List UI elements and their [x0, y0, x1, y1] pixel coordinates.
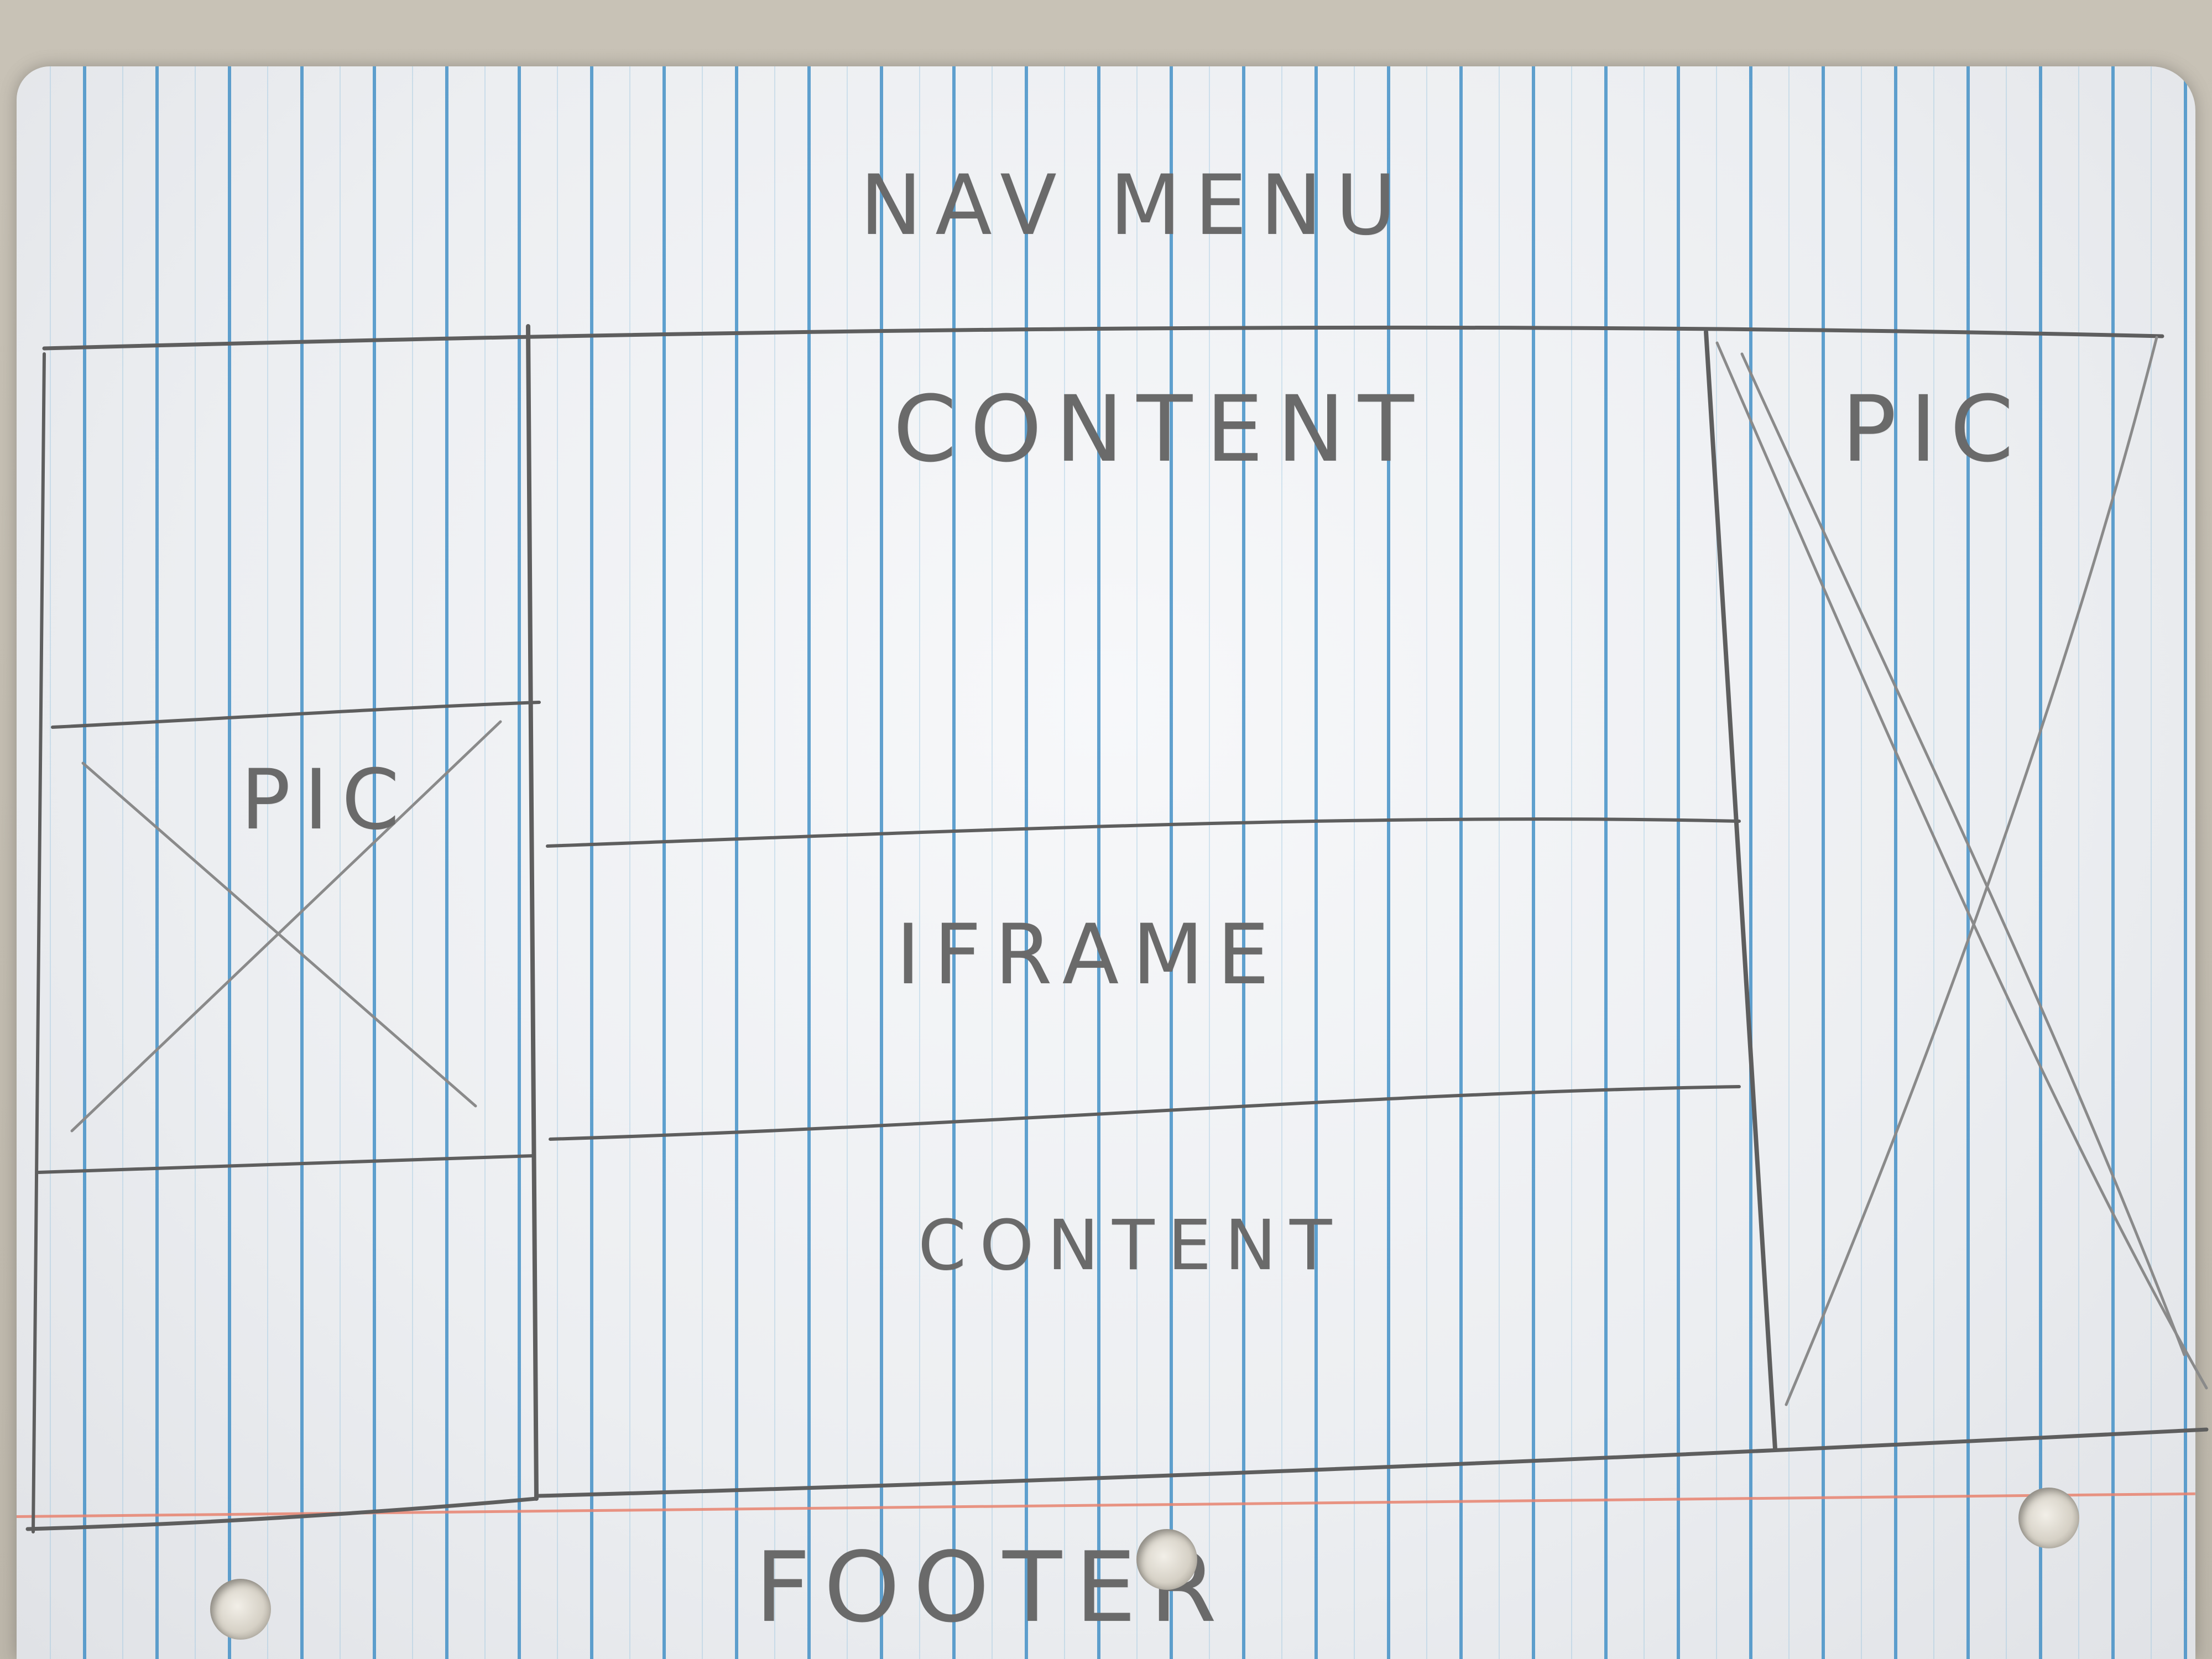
right-column-divider	[1704, 330, 1777, 1451]
iframe-box	[546, 817, 1741, 1141]
main-bottom-line	[537, 1427, 2209, 1498]
binder-hole-left	[210, 1579, 271, 1640]
nav-divider-line	[42, 325, 2164, 351]
pic-placeholder-right	[1715, 336, 2208, 1406]
binder-hole-center	[1136, 1529, 1197, 1590]
iframe-label: IFRAME	[896, 907, 1283, 1003]
left-column-divider	[526, 324, 539, 1501]
pic-placeholder-left	[37, 701, 541, 1174]
binder-hole-right	[2018, 1488, 2079, 1548]
nav-menu-label: NAV MENU	[860, 158, 1410, 254]
pic-left-label: PIC	[241, 752, 413, 848]
content-bottom-label: CONTENT	[918, 1206, 1345, 1286]
footer-divider-line	[25, 1496, 539, 1531]
pic-right-label: PIC	[1841, 376, 2027, 482]
layout-left-edge	[32, 352, 46, 1533]
content-top-label: CONTENT	[893, 376, 1427, 482]
